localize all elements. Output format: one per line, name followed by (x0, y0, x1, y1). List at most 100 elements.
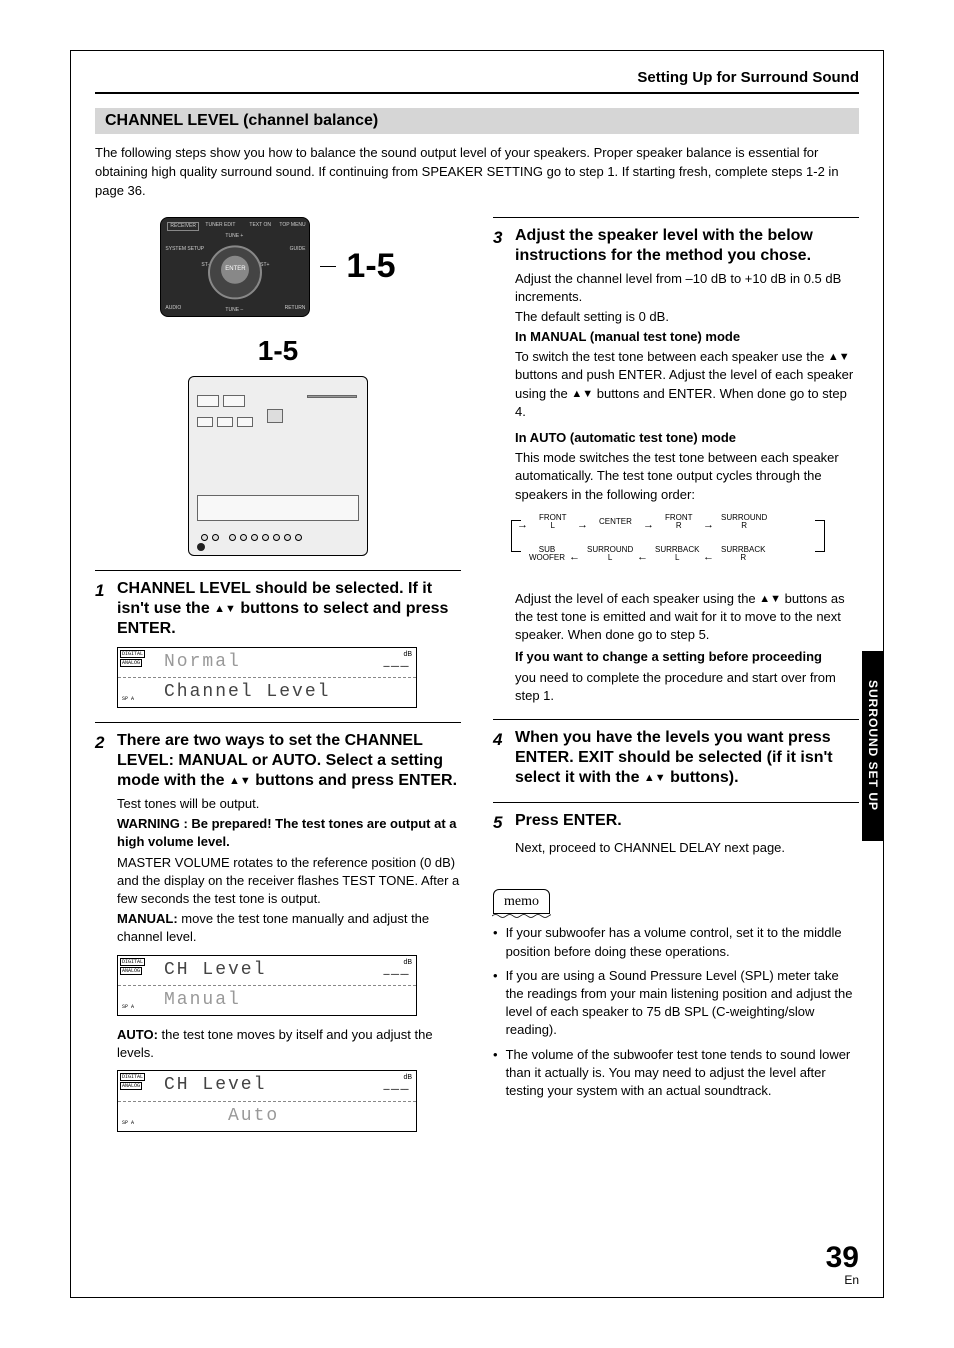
memo-label: memo (493, 889, 550, 915)
divider (493, 802, 859, 803)
text: buttons). (666, 769, 739, 786)
step-number: 1 (95, 579, 109, 639)
lcd-line2: Channel Level (118, 678, 416, 707)
arrow-icon: → (577, 518, 588, 533)
list-item: If your subwoofer has a volume control, … (493, 924, 859, 960)
right-column: 3 Adjust the speaker level with the belo… (493, 217, 859, 1142)
arrow-icon: → (703, 518, 714, 533)
memo-bullets: If your subwoofer has a volume control, … (493, 924, 859, 1100)
flow-node: FRONTL (539, 514, 567, 530)
flow-node: CENTER (599, 518, 632, 526)
receiver-power-dot (197, 543, 205, 551)
lcd-line2: Manual (118, 986, 416, 1015)
step-2-title: There are two ways to set the CHANNEL LE… (117, 731, 461, 791)
flow-node: SURRBACKL (655, 546, 699, 562)
lcd-dash: --- ---- ---- (383, 1083, 408, 1096)
step-1-title: CHANNEL LEVEL should be selected. If it … (117, 579, 461, 639)
flow-node: SURROUNDR (721, 514, 767, 530)
receiver-diagram (188, 376, 368, 556)
text: This mode switches the test tone between… (515, 449, 859, 504)
lcd-db: dB (403, 958, 412, 968)
lcd-line1: CH Level (118, 956, 416, 986)
receiver-slot (197, 395, 219, 407)
page-lang: En (826, 1273, 859, 1287)
divider (95, 570, 461, 571)
remote-label: TUNER EDIT (205, 222, 235, 229)
receiver-slot (237, 417, 253, 427)
speaker-flow-diagram: → FRONTL → CENTER → FRONTR → SURROUNDR S… (515, 512, 859, 582)
page-frame: Setting Up for Surround Sound CHANNEL LE… (70, 50, 884, 1298)
text: To switch the test tone between each spe… (515, 348, 859, 421)
receiver-panel (197, 495, 359, 521)
step-5-body: Next, proceed to CHANNEL DELAY next page… (515, 839, 859, 857)
remote-label: TUNE + (225, 233, 243, 240)
lcd-line2: Auto (118, 1102, 416, 1131)
up-down-icon: ▲▼ (214, 603, 236, 615)
lcd-sp: SP A (122, 1120, 134, 1127)
page-number-value: 39 (826, 1243, 859, 1273)
remote-enter-button: ENTER (221, 255, 249, 283)
lcd-badge: DIGITAL (120, 1073, 145, 1081)
receiver-slot (197, 417, 213, 427)
arrow-icon: → (643, 518, 654, 533)
auto-desc: AUTO: the test tone moves by itself and … (117, 1026, 461, 1062)
text: Next, proceed to CHANNEL DELAY next page… (515, 839, 859, 857)
column-label-1-5: 1-5 (95, 331, 461, 370)
text: Adjust the channel level from –10 dB to … (515, 270, 859, 306)
remote-label: SYSTEM SETUP (165, 246, 204, 253)
step-3-body: Adjust the channel level from –10 dB to … (515, 270, 859, 705)
receiver-diagram-wrap (95, 376, 461, 556)
step-2-head: 2 There are two ways to set the CHANNEL … (95, 731, 461, 791)
up-down-icon: ▲▼ (571, 388, 593, 400)
lcd-display-channel-level: DIGITAL ANALOG SP A dB --- ---- ---- Nor… (117, 647, 417, 708)
page-number: 39 En (826, 1243, 859, 1287)
intro-paragraph: The following steps show you how to bala… (95, 144, 859, 201)
lcd-badge: DIGITAL (120, 958, 145, 966)
text: Adjust the level of each speaker using t… (515, 591, 759, 606)
section-header: Setting Up for Surround Sound (95, 69, 859, 94)
up-down-icon: ▲▼ (759, 593, 781, 605)
step-1-head: 1 CHANNEL LEVEL should be selected. If i… (95, 579, 461, 639)
step-title-text: buttons and press ENTER. (251, 772, 457, 789)
lcd-badges: DIGITAL ANALOG (120, 1073, 145, 1091)
step-3-title: Adjust the speaker level with the below … (515, 226, 859, 266)
flow-corner (511, 520, 521, 552)
lcd-badges: DIGITAL ANALOG (120, 650, 145, 668)
text: MASTER VOLUME rotates to the reference p… (117, 854, 461, 909)
lcd-badge: ANALOG (120, 967, 142, 975)
lcd-dash: --- ---- ---- (383, 660, 408, 673)
remote-label: TUNE – (225, 307, 243, 314)
callout-line (320, 266, 336, 267)
left-column: RECEIVER TUNER EDIT TEXT ON TOP MENU SYS… (95, 217, 461, 1142)
up-down-icon: ▲▼ (229, 775, 251, 787)
text: If your subwoofer has a volume control, … (506, 924, 859, 960)
title-bar: CHANNEL LEVEL (channel balance) (95, 108, 859, 134)
lcd-line1: CH Level (118, 1071, 416, 1101)
remote-label: RECEIVER (167, 222, 199, 231)
receiver-slot (217, 417, 233, 427)
callout-1-5: 1-5 (346, 243, 395, 291)
step-number: 2 (95, 731, 109, 791)
lcd-display-manual: DIGITAL ANALOG SP A dB --- ---- ---- CH … (117, 955, 417, 1016)
lcd-sp: SP A (122, 696, 134, 703)
lcd-badge: ANALOG (120, 1082, 142, 1090)
manual-lead: MANUAL: (117, 911, 178, 926)
flow-corner (815, 520, 825, 552)
divider (95, 722, 461, 723)
lcd-badges: DIGITAL ANALOG (120, 958, 145, 976)
lcd-badge: DIGITAL (120, 650, 145, 658)
lcd-display-auto: DIGITAL ANALOG SP A dB --- ---- ---- CH … (117, 1070, 417, 1131)
auto-desc-wrap: AUTO: the test tone moves by itself and … (117, 1026, 461, 1062)
remote-label: AUDIO (165, 305, 181, 312)
two-column-layout: RECEIVER TUNER EDIT TEXT ON TOP MENU SYS… (95, 217, 859, 1142)
text: Test tones will be output. (117, 795, 461, 813)
memo-wave-icon (492, 913, 551, 919)
subhead: In MANUAL (manual test tone) mode (515, 328, 859, 346)
subhead: If you want to change a setting before p… (515, 648, 859, 666)
remote-label: GUIDE (290, 246, 306, 253)
text: The volume of the subwoofer test tone te… (506, 1046, 859, 1101)
arrow-icon: ← (569, 550, 580, 565)
receiver-slot (223, 395, 245, 407)
subhead: In AUTO (automatic test tone) mode (515, 429, 859, 447)
up-down-icon: ▲▼ (644, 772, 666, 784)
